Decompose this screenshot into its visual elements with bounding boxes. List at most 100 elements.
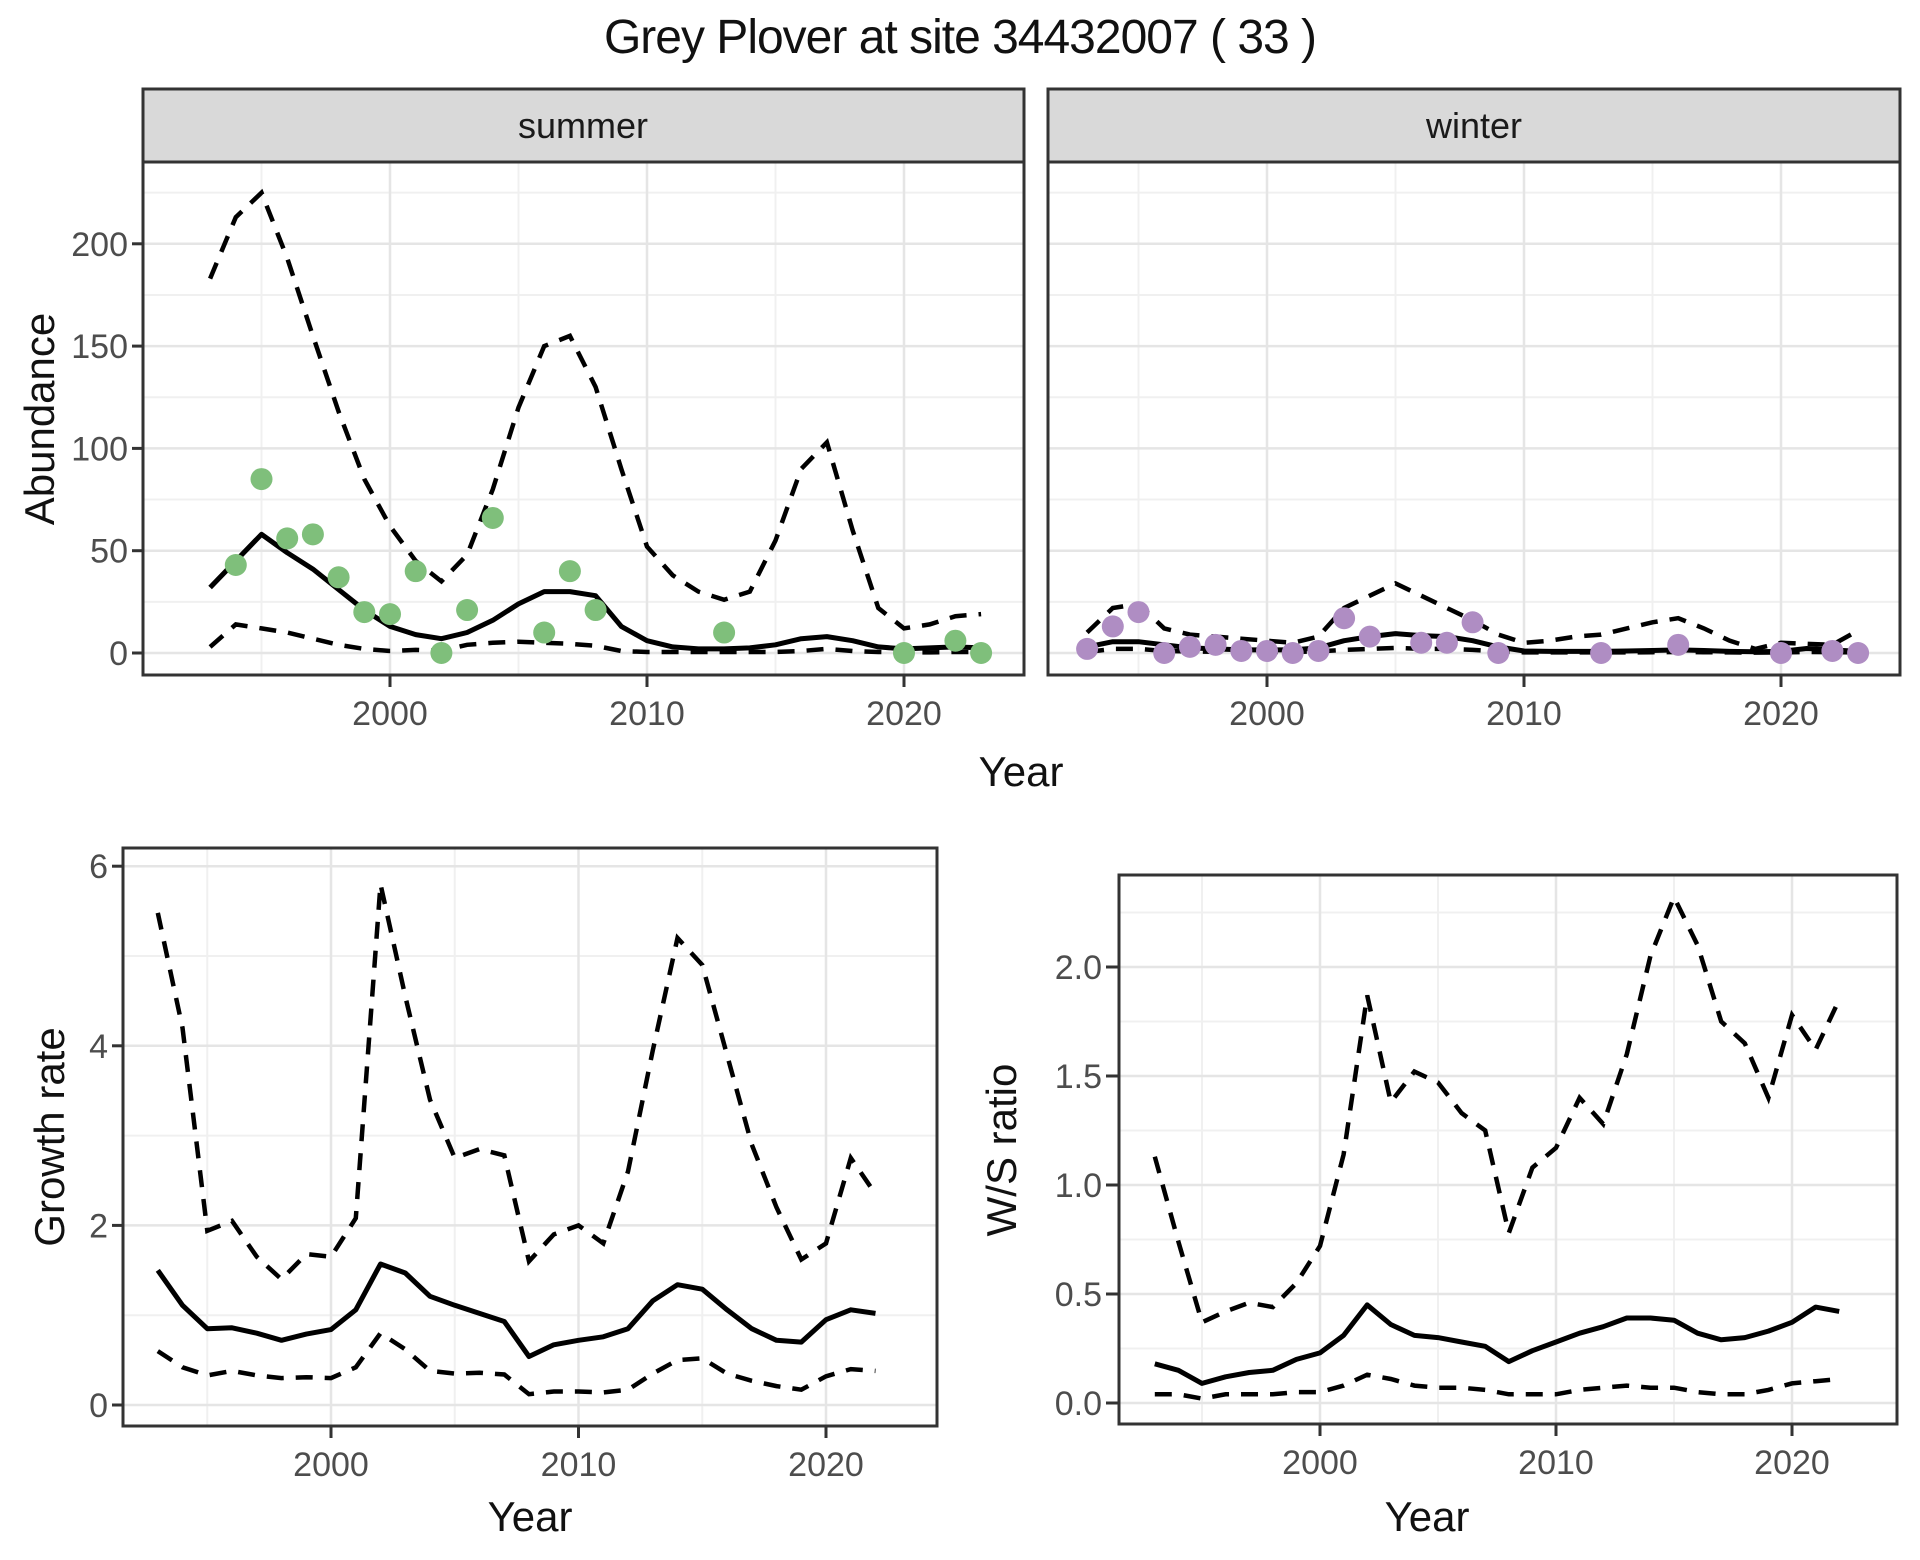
winter-panel: 2000 2010 2020 <box>1046 160 1902 733</box>
summer-observation-point <box>327 566 350 589</box>
winter-observation-point <box>1358 625 1381 648</box>
winter-observation-point <box>1333 607 1356 630</box>
summer-y-tick-label: 150 <box>71 328 128 366</box>
winter-observation-point <box>1153 642 1176 664</box>
winter-observation-point <box>1101 615 1124 638</box>
growth-rate-x-axis-title: Year <box>487 1493 573 1540</box>
summer-panel-bg <box>143 162 1024 675</box>
ws-x-tick-label: 2000 <box>1282 1444 1358 1482</box>
summer-mean-line <box>208 531 982 652</box>
winter-x-tick-label: 2010 <box>1486 695 1562 733</box>
winter-observation-point <box>1435 631 1458 654</box>
summer-panel-border <box>141 160 1026 677</box>
winter-panel-bg <box>1048 162 1900 675</box>
growth-mean-line <box>155 1261 876 1359</box>
ws-x-tick-label: 2020 <box>1754 1444 1830 1482</box>
growth-upper-ci-line <box>155 883 878 1283</box>
ws-lower-ci-line <box>1154 1372 1840 1401</box>
summer-x-tick-label: 2020 <box>866 695 942 733</box>
winter-observation-point <box>1770 642 1792 664</box>
summer-observation-point <box>224 554 247 577</box>
winter-observation-point <box>1281 642 1304 664</box>
summer-observation-point <box>533 621 556 644</box>
winter-series-group <box>1076 580 1870 664</box>
growth-y-tick-label: 2 <box>89 1207 108 1245</box>
winter-observation-point <box>1076 637 1099 660</box>
ws-mean-line <box>1154 1302 1840 1386</box>
ws-panel-bg <box>1119 875 1897 1424</box>
summer-observation-point <box>250 468 273 491</box>
winter-observation-point <box>1127 601 1150 624</box>
summer-observation-point <box>713 621 736 644</box>
winter-observation-point <box>1487 642 1510 664</box>
winter-observation-point <box>1256 639 1278 662</box>
winter-observation-point <box>1307 639 1330 662</box>
growth-x-tick-label: 2010 <box>541 1446 617 1484</box>
growth-series-group <box>155 883 878 1397</box>
summer-observation-point <box>893 642 915 664</box>
growth-y-tick-label: 4 <box>89 1028 108 1066</box>
facet-strip-label-winter: winter <box>1425 105 1523 146</box>
ws-y-tick-label: 0.0 <box>1055 1385 1102 1423</box>
facet-strip-label-summer: summer <box>517 105 649 146</box>
summer-y-tick-label: 100 <box>71 430 128 468</box>
winter-observation-point <box>1230 639 1253 662</box>
summer-x-tick-label: 2000 <box>352 695 428 733</box>
ws-y-tick-label: 1.0 <box>1055 1167 1102 1205</box>
summer-facet-strip <box>141 87 1026 164</box>
winter-observation-point <box>1821 639 1844 662</box>
ws-y-tick-label: 0.5 <box>1055 1276 1102 1314</box>
summer-observation-point <box>276 527 299 550</box>
summer-observation-point <box>481 506 504 529</box>
summer-observation-point <box>456 599 479 622</box>
growth-panel: 2000 2010 2020 <box>121 846 939 1484</box>
summer-upper-ci-line <box>208 188 982 631</box>
ws-panel-border <box>1117 873 1899 1426</box>
growth-y-tick-label: 6 <box>89 848 108 886</box>
growth-y-tick-label: 0 <box>89 1387 108 1425</box>
ws-y-tick-label: 1.5 <box>1055 1058 1102 1096</box>
winter-observation-point <box>1178 635 1201 658</box>
winter-facet-strip <box>1046 87 1902 164</box>
summer-observation-point <box>301 523 324 546</box>
winter-observation-point <box>1590 642 1613 664</box>
growth-panel-border <box>121 846 939 1428</box>
winter-observation-point <box>1410 631 1433 654</box>
growth-panel-bg <box>123 848 937 1426</box>
ws-y-tick-label: 2.0 <box>1055 949 1102 987</box>
winter-panel-border <box>1046 160 1902 677</box>
growth-rate-y-axis-title: Growth rate <box>26 1027 73 1247</box>
summer-observation-point <box>404 560 427 583</box>
ws-series-group <box>1152 891 1842 1401</box>
summer-observation-point <box>353 601 376 624</box>
ws-x-tick-label: 2010 <box>1518 1444 1594 1482</box>
growth-y-axis: 0 2 4 6 <box>89 848 123 1425</box>
ws-panel: 2000 2010 2020 <box>1117 873 1899 1482</box>
winter-x-tick-label: 2000 <box>1229 695 1305 733</box>
summer-x-tick-label: 2010 <box>609 695 685 733</box>
summer-observation-point <box>970 642 993 664</box>
summer-panel: 2000 2010 2020 <box>141 160 1026 733</box>
winter-x-tick-label: 2020 <box>1743 695 1819 733</box>
growth-x-tick-label: 2020 <box>788 1446 864 1484</box>
summer-observation-point <box>430 642 453 664</box>
abundance-y-axis-title: Abundance <box>16 312 63 526</box>
summer-y-tick-label: 200 <box>71 226 128 264</box>
winter-observation-point <box>1461 611 1484 634</box>
summer-y-tick-label: 0 <box>109 635 128 673</box>
winter-observation-point <box>1847 642 1870 664</box>
growth-x-tick-label: 2000 <box>293 1446 369 1484</box>
chart-title: Grey Plover at site 34432007 ( 33 ) <box>603 11 1317 64</box>
summer-series-group <box>208 188 993 664</box>
summer-observation-point <box>944 629 967 652</box>
ws-upper-ci-line <box>1152 891 1842 1326</box>
summer-observation-point <box>584 599 607 622</box>
summer-y-tick-label: 50 <box>90 533 128 571</box>
summer-observation-point <box>379 603 401 626</box>
ws-ratio-x-axis-title: Year <box>1384 1493 1470 1540</box>
winter-observation-point <box>1667 633 1690 656</box>
ws-ratio-y-axis-title: W/S ratio <box>978 1063 1025 1237</box>
ws-y-axis: 0.0 0.5 1.0 1.5 2.0 <box>1055 949 1119 1423</box>
